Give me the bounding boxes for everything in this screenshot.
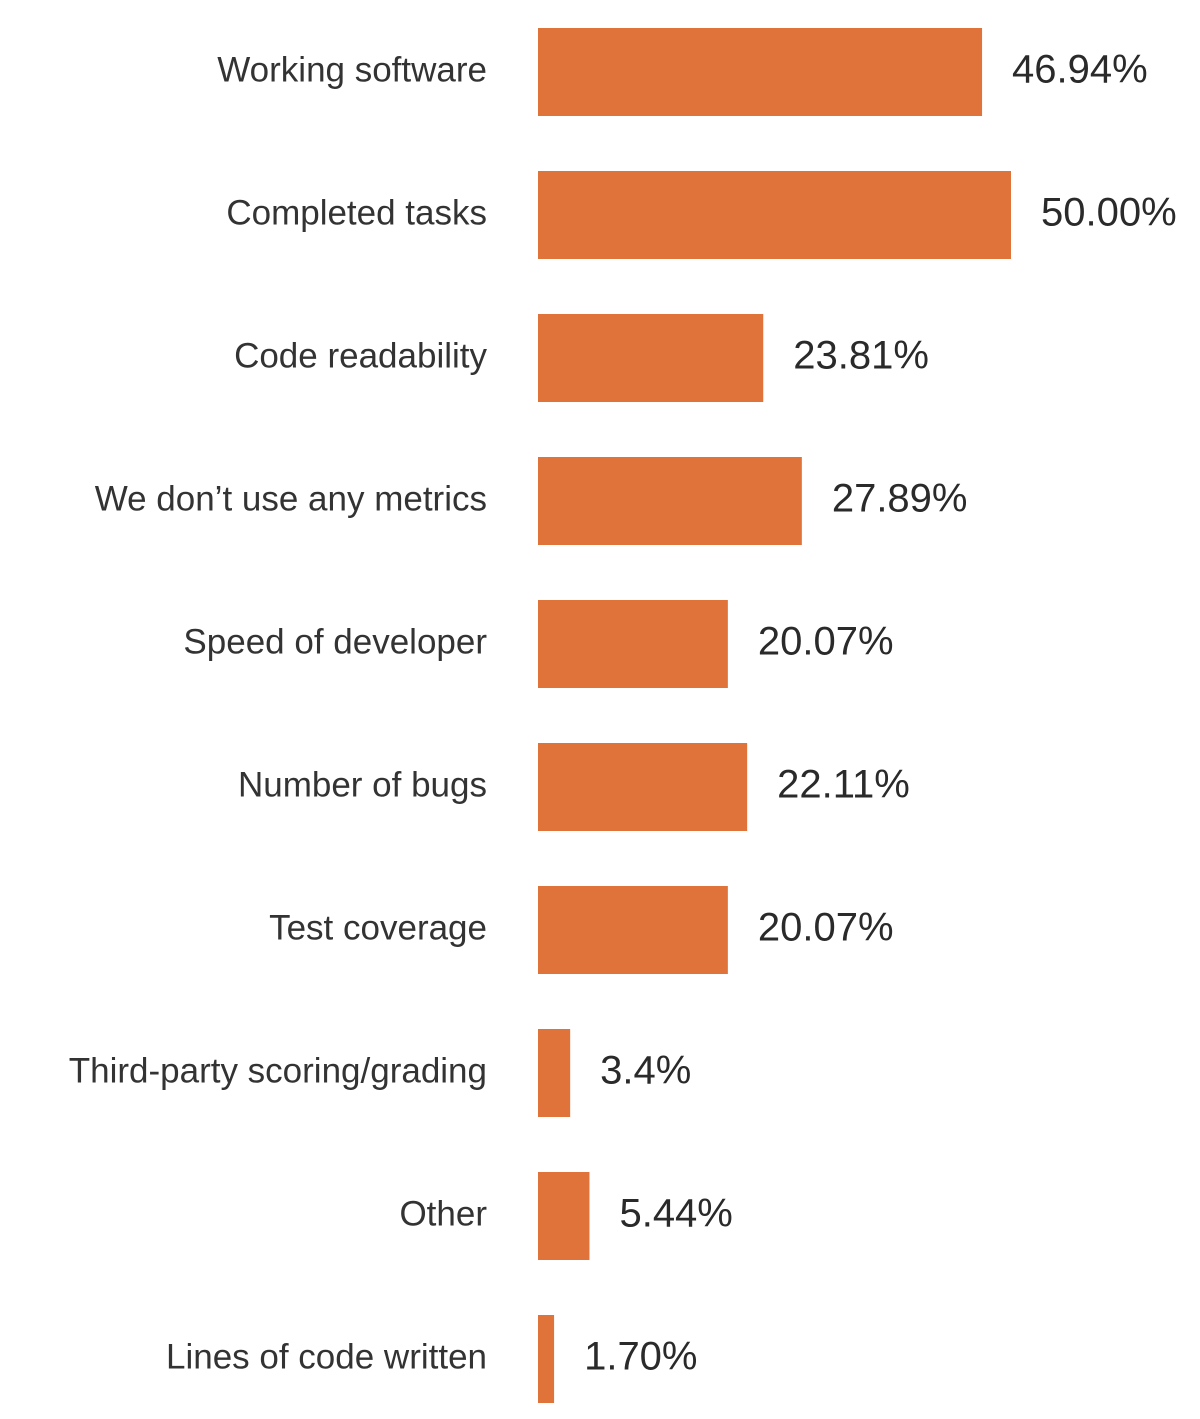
- bar: [538, 600, 728, 688]
- bar: [538, 314, 764, 402]
- category-label: Third-party scoring/grading: [69, 1051, 487, 1090]
- bar: [538, 1172, 590, 1260]
- bar: [538, 457, 802, 545]
- value-label: 27.89%: [832, 477, 968, 521]
- value-label: 22.11%: [777, 763, 910, 807]
- bar: [538, 1315, 555, 1403]
- bar: [538, 743, 748, 831]
- bars: [538, 28, 1011, 1403]
- category-label: Speed of developer: [183, 622, 487, 661]
- value-labels: 46.94% 50.00% 23.81% 27.89% 20.07% 22.11% 20.0…: [584, 48, 1177, 1379]
- value-label: 50.00%: [1041, 191, 1177, 235]
- value-label: 3.4%: [600, 1049, 691, 1093]
- category-label: Lines of code written: [166, 1337, 487, 1376]
- value-label: 1.70%: [584, 1335, 697, 1379]
- category-label: Completed tasks: [226, 193, 487, 232]
- value-label: 23.81%: [793, 334, 929, 378]
- bar: [538, 1029, 571, 1117]
- category-label: Test coverage: [269, 908, 487, 947]
- category-labels: Working software Completed tasks Code read…: [69, 50, 488, 1376]
- category-label: Working software: [217, 50, 487, 89]
- value-label: 46.94%: [1012, 48, 1148, 92]
- category-label: Code readability: [234, 336, 487, 375]
- bar: [538, 28, 983, 116]
- category-label: Other: [399, 1194, 487, 1233]
- value-label: 5.44%: [619, 1192, 732, 1236]
- category-label: We don’t use any metrics: [95, 479, 487, 518]
- bar: [538, 886, 728, 974]
- category-label: Number of bugs: [238, 765, 487, 804]
- bar: [538, 171, 1011, 259]
- value-label: 20.07%: [758, 906, 894, 950]
- value-label: 20.07%: [758, 620, 894, 664]
